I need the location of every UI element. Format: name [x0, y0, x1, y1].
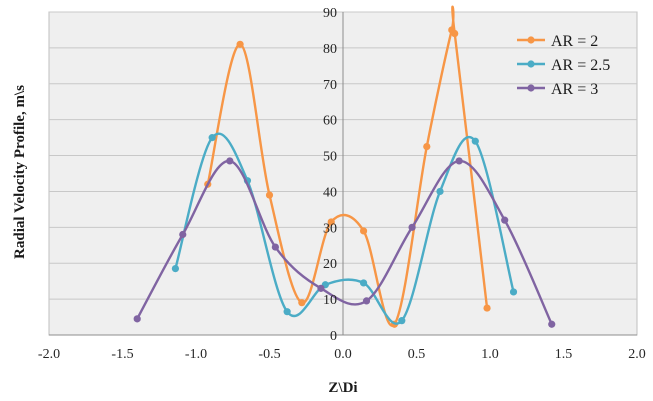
x-tick-label: -1.0 [185, 347, 207, 362]
series-line [206, 5, 489, 327]
x-axis-title: Z\Di [328, 380, 357, 396]
legend-entry: AR = 2 [517, 33, 598, 50]
data-point [317, 284, 325, 292]
y-tick-label: 50 [323, 150, 337, 165]
legend-marker [527, 60, 535, 68]
legend-marker [527, 84, 535, 92]
data-point [501, 216, 509, 224]
x-tick-label: 2.0 [628, 347, 646, 362]
legend-entry: AR = 3 [517, 81, 598, 98]
data-point [359, 279, 368, 287]
y-tick-label: 20 [323, 257, 337, 272]
data-point [226, 157, 234, 165]
y-tick-label: 10 [323, 293, 337, 308]
data-point [265, 191, 274, 199]
x-tick-label: -2.0 [38, 347, 60, 362]
series-2 [171, 132, 518, 325]
legend-entry: AR = 2.5 [517, 57, 610, 74]
x-tick-label: -1.5 [111, 347, 133, 362]
data-point [483, 304, 491, 312]
y-tick-label: 40 [323, 185, 337, 200]
y-tick-label: 90 [323, 6, 337, 21]
data-point [236, 40, 244, 48]
x-tick-label: 0.5 [408, 347, 426, 362]
data-point [271, 243, 279, 251]
y-tick-label: 80 [323, 42, 337, 57]
y-tick-label: 30 [323, 221, 337, 236]
x-tick-label: 1.5 [555, 347, 573, 362]
x-tick-label: 0.0 [334, 347, 352, 362]
legend: AR = 2 AR = 2.5 AR = 3 [517, 33, 610, 98]
data-point [283, 308, 291, 316]
legend-label: AR = 2 [551, 33, 598, 50]
data-point [398, 317, 406, 325]
data-point [423, 142, 431, 151]
series-3 [133, 157, 556, 328]
y-axis-title: Radial Velocity Profile, m\s [12, 85, 28, 259]
data-point [298, 299, 306, 307]
data-point [171, 265, 180, 273]
legend-marker [527, 36, 535, 44]
x-tick-label: 1.0 [481, 347, 499, 362]
data-point [408, 223, 416, 231]
data-point [359, 227, 368, 235]
y-tick-label: 60 [323, 114, 337, 129]
legend-label: AR = 3 [551, 81, 598, 98]
data-point [436, 187, 444, 196]
data-point [327, 218, 335, 226]
data-point [451, 29, 459, 38]
y-tick-labels: 0 10 20 30 40 50 60 70 80 90 [323, 6, 337, 344]
x-tick-labels: -2.0 -1.5 -1.0 -0.5 0.0 0.5 1.0 1.5 2.0 [38, 347, 646, 362]
x-tick-label: -0.5 [258, 347, 280, 362]
legend-label: AR = 2.5 [551, 57, 610, 74]
series-line [174, 132, 515, 325]
data-point [208, 134, 216, 142]
y-tick-label: 70 [323, 78, 337, 93]
data-point [133, 315, 141, 323]
series-layer [133, 5, 556, 328]
data-point [509, 288, 518, 296]
data-point [455, 157, 463, 165]
data-point [471, 137, 479, 145]
series-line [136, 159, 553, 325]
data-point [179, 230, 187, 239]
data-point [548, 320, 556, 328]
data-point [362, 297, 371, 305]
y-tick-label: 0 [330, 329, 337, 344]
